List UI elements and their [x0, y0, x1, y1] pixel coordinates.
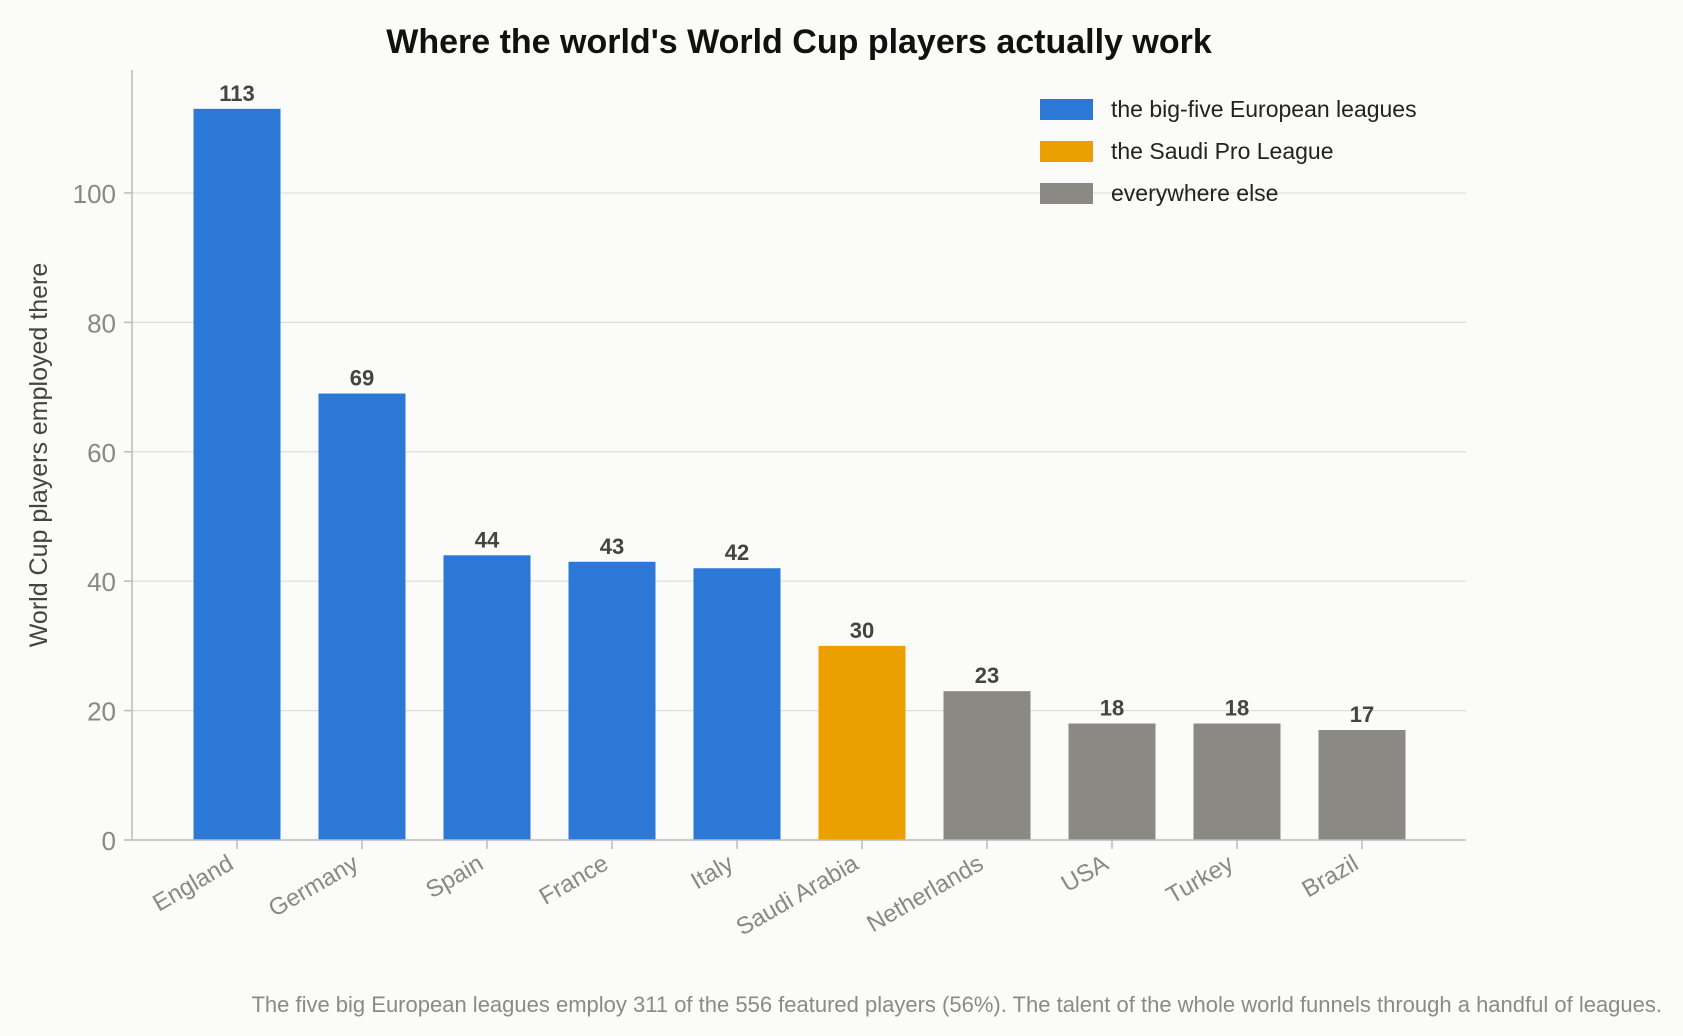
x-tick-label: Spain — [421, 850, 488, 904]
data-label: 18 — [1100, 696, 1124, 721]
x-tick-label: Turkey — [1162, 850, 1238, 910]
bar-spain — [443, 555, 531, 840]
axes — [131, 70, 1466, 841]
y-tick-label: 60 — [87, 438, 116, 468]
legend-label-other: everywhere else — [1111, 180, 1278, 206]
bar-turkey — [1193, 723, 1281, 840]
footnote: The five big European leagues employ 311… — [251, 992, 1662, 1017]
data-label: 113 — [219, 81, 255, 106]
y-tick-label: 0 — [102, 826, 116, 856]
legend-label-big5: the big-five European leagues — [1111, 96, 1417, 122]
x-tick-label: Netherlands — [862, 850, 988, 938]
x-tick-label: Germany — [264, 850, 363, 923]
y-tick-label: 100 — [73, 179, 116, 209]
bar-italy — [693, 568, 781, 840]
bar-england — [193, 108, 281, 840]
bar-saudi-arabia — [818, 645, 906, 840]
legend-swatch-big5 — [1040, 99, 1093, 120]
x-tick-label: Saudi Arabia — [732, 849, 864, 941]
chart-title: Where the world's World Cup players actu… — [386, 23, 1212, 61]
x-tick-label: France — [535, 850, 613, 911]
x-tick-label: England — [148, 850, 238, 917]
data-label: 43 — [600, 534, 624, 559]
x-tick-label: USA — [1057, 850, 1113, 898]
legend: the big-five European leagues the Saudi P… — [1040, 96, 1417, 206]
y-tick-label: 80 — [87, 308, 116, 338]
data-label: 30 — [850, 618, 874, 643]
bar-france — [568, 561, 656, 840]
y-ticks: 0 20 40 60 80 100 — [73, 179, 132, 856]
data-label: 42 — [725, 540, 749, 565]
x-tick-label: Italy — [686, 850, 738, 895]
y-axis-label: World Cup players employed there — [25, 263, 53, 647]
bar-germany — [318, 393, 406, 840]
data-label: 69 — [350, 366, 374, 391]
bar-usa — [1068, 723, 1156, 840]
bar-brazil — [1318, 730, 1406, 840]
legend-label-saudi: the Saudi Pro League — [1111, 138, 1334, 164]
legend-swatch-other — [1040, 183, 1093, 204]
data-label: 23 — [975, 663, 999, 688]
y-tick-label: 20 — [87, 697, 116, 727]
data-label: 17 — [1350, 702, 1374, 727]
bars — [193, 108, 1406, 840]
data-labels: 113 69 44 43 42 30 23 18 18 17 — [219, 81, 1374, 727]
data-label: 44 — [475, 527, 500, 552]
y-tick-label: 40 — [87, 567, 116, 597]
bar-netherlands — [943, 691, 1031, 840]
x-tick-label: Brazil — [1298, 850, 1363, 903]
data-label: 18 — [1225, 696, 1249, 721]
legend-swatch-saudi — [1040, 141, 1093, 162]
